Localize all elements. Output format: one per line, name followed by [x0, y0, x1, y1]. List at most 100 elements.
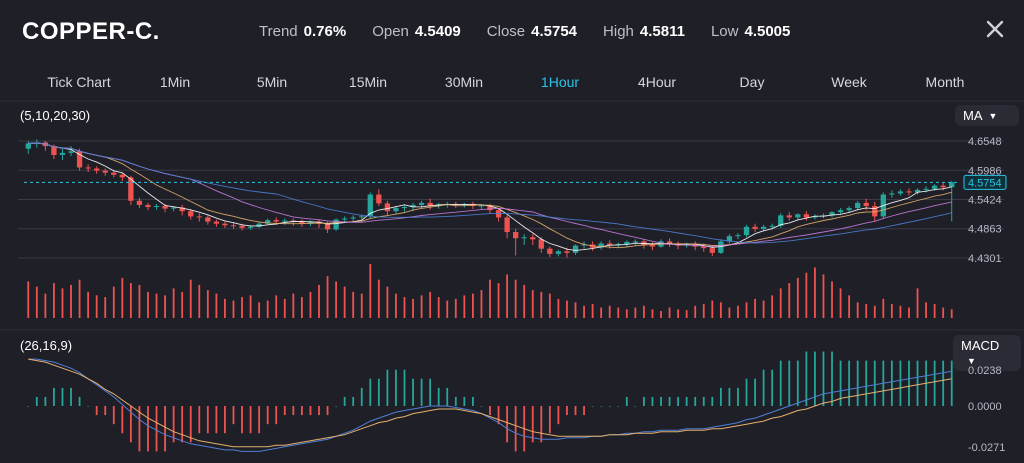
volume-bar	[711, 300, 714, 318]
macd-histogram-bar	[950, 360, 953, 407]
volume-bar	[737, 305, 739, 318]
candle-up	[418, 202, 425, 205]
volume-bar	[890, 304, 893, 318]
macd-histogram-bar	[412, 378, 414, 407]
macd-histogram-bar	[53, 387, 55, 407]
macd-histogram-bar	[831, 351, 833, 407]
macd-histogram-bar	[463, 396, 466, 407]
volume-bar	[566, 300, 568, 318]
candle-down	[136, 200, 143, 205]
macd-histogram-bar	[719, 387, 722, 407]
macd-histogram-bar	[283, 406, 286, 416]
macd-histogram-bar	[241, 406, 243, 434]
macd-histogram-bar	[591, 406, 594, 407]
symbol-title: COPPER-C.	[22, 18, 160, 45]
macd-histogram-bar	[318, 406, 320, 416]
candle-down	[564, 251, 570, 253]
candle-down	[222, 223, 228, 226]
chevron-down-icon: ▼	[988, 111, 998, 121]
tab-4hour[interactable]: 4Hour	[637, 74, 677, 90]
candle-up	[931, 185, 938, 189]
candle-down	[470, 203, 476, 206]
candle-down	[589, 244, 596, 248]
moving-averages	[24, 142, 960, 251]
ma-line-30	[28, 142, 952, 244]
ma-line-20	[28, 142, 952, 247]
macd-histogram-bar	[446, 387, 449, 407]
candle-down	[324, 223, 331, 230]
candle-down	[666, 241, 673, 244]
candle-down	[51, 146, 57, 155]
volume-bar	[360, 293, 363, 318]
candle-up	[247, 226, 254, 228]
volume-bar	[942, 307, 945, 318]
close-icon	[986, 20, 1004, 38]
volume-bar	[112, 286, 115, 318]
macd-histogram-bar	[566, 406, 568, 416]
volume-bar	[933, 304, 936, 318]
candle-up	[778, 215, 784, 226]
macd-histogram-bar	[925, 360, 927, 407]
volume-bar	[694, 305, 697, 318]
candle-up	[341, 218, 348, 220]
volume-bar	[420, 295, 423, 318]
volume-bar	[446, 300, 449, 318]
candle-down	[85, 167, 91, 169]
tab-5min[interactable]: 5Min	[256, 74, 288, 90]
tab-1hour[interactable]: 1Hour	[540, 74, 580, 90]
candle-up	[34, 142, 40, 144]
candle-up	[25, 143, 31, 149]
candle-up	[170, 207, 177, 209]
macd-histogram-bar	[899, 360, 902, 407]
volume-bar	[369, 264, 372, 318]
macd-dropdown-label: MACD	[961, 338, 1000, 353]
macd-histogram-bar	[856, 360, 859, 407]
candle-up	[393, 208, 399, 212]
volume-bar	[950, 309, 953, 318]
stat-low: Low 4.5005	[711, 23, 790, 40]
candle-down	[504, 217, 510, 233]
macd-histogram-bar	[745, 378, 748, 407]
candle-up	[410, 204, 416, 208]
volume-bar	[147, 291, 149, 318]
chart-grid	[0, 100, 1024, 331]
macd-histogram-bar	[882, 360, 885, 407]
tab-1min[interactable]: 1Min	[159, 74, 191, 90]
macd-histogram-bar	[548, 406, 551, 434]
tab-day[interactable]: Day	[739, 74, 765, 90]
candle-up	[153, 205, 160, 208]
candle-down	[872, 205, 878, 217]
ma-indicator-dropdown[interactable]: MA ▼	[955, 105, 1019, 126]
volume-bar	[61, 288, 64, 318]
volume-bar	[437, 297, 440, 318]
macd-histogram-bar	[523, 406, 526, 452]
close-button[interactable]	[984, 18, 1006, 40]
tab-tick-chart[interactable]: Tick Chart	[47, 74, 111, 90]
macd-histogram-bar	[540, 406, 543, 443]
candle-down	[786, 215, 792, 218]
macd-histogram-bar	[471, 396, 474, 407]
macd-indicator-dropdown[interactable]: MACD ▼	[953, 335, 1021, 371]
tab-30min[interactable]: 30Min	[444, 74, 484, 90]
tab-week[interactable]: Week	[831, 74, 867, 90]
candle-down	[213, 221, 220, 224]
ma-line-5	[28, 142, 952, 251]
tab-15min[interactable]: 15Min	[348, 74, 388, 90]
volume-bar	[403, 297, 406, 318]
candle-up	[521, 237, 527, 239]
volume-bar	[412, 298, 414, 318]
volume-bar	[395, 293, 397, 318]
stat-label: Close	[486, 23, 526, 40]
candle-up	[461, 203, 467, 205]
volume-bars	[27, 264, 953, 318]
macd-histogram-bar	[258, 406, 261, 434]
macd-histogram-bar	[403, 369, 406, 407]
volume-bar	[719, 302, 722, 318]
price-tick-label: 4.4863	[968, 224, 1002, 236]
candle-up	[855, 202, 861, 209]
macd-histogram-bar	[326, 406, 329, 416]
stat-value: 0.76%	[303, 23, 347, 40]
tab-month[interactable]: Month	[925, 74, 965, 90]
macd-histogram-bar	[489, 406, 491, 416]
volume-bar	[762, 300, 765, 318]
